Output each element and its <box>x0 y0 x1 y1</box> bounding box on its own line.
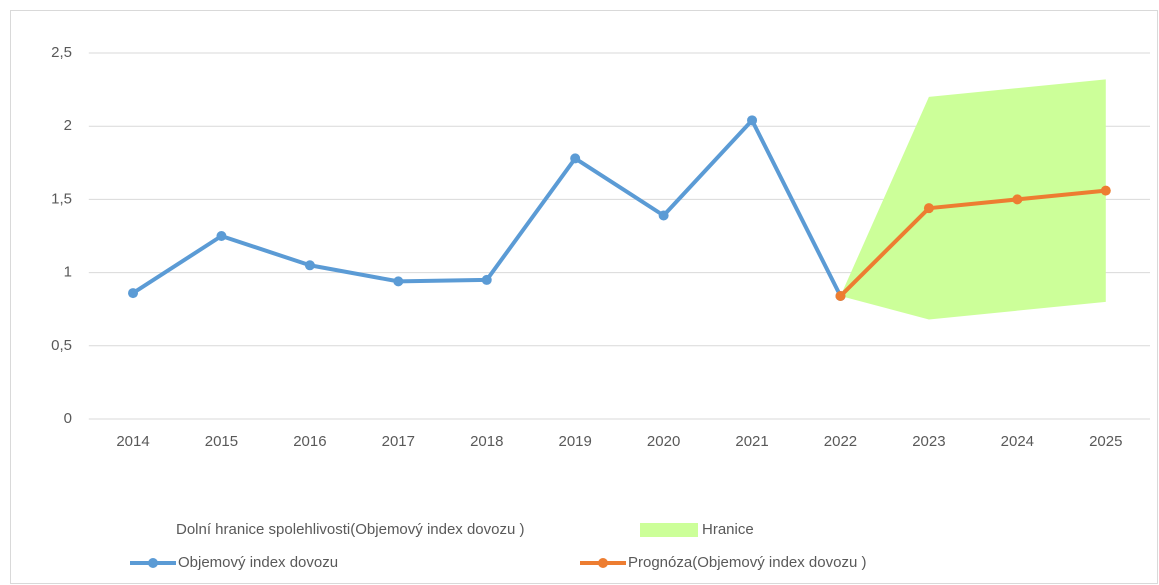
x-tick-label: 2022 <box>824 433 857 450</box>
series-marker <box>835 291 846 302</box>
series-marker <box>747 115 758 126</box>
x-tick-label: 2017 <box>382 433 415 450</box>
series-marker <box>658 210 669 221</box>
legend-label: Objemový index dovozu <box>178 554 338 571</box>
x-tick-label: 2015 <box>205 433 238 450</box>
x-tick-label: 2024 <box>1001 433 1034 450</box>
series-marker <box>393 276 404 287</box>
y-tick-label: 2 <box>64 117 72 134</box>
legend-marker <box>598 558 608 568</box>
legend-swatch <box>640 523 698 537</box>
band-area <box>840 79 1106 320</box>
y-tick-label: 0,5 <box>51 337 72 354</box>
x-tick-label: 2025 <box>1089 433 1122 450</box>
legend-marker <box>148 558 158 568</box>
series-marker <box>1012 194 1023 205</box>
x-tick-label: 2023 <box>912 433 945 450</box>
x-tick-label: 2016 <box>293 433 326 450</box>
series-marker <box>304 260 315 271</box>
series-marker <box>923 203 934 214</box>
x-tick-label: 2014 <box>116 433 149 450</box>
series-marker <box>216 231 227 241</box>
x-tick-label: 2021 <box>735 433 768 450</box>
legend-label: Dolní hranice spolehlivosti(Objemový ind… <box>176 521 525 538</box>
y-tick-label: 0 <box>64 410 72 427</box>
x-tick-label: 2018 <box>470 433 503 450</box>
series-line <box>839 188 1106 298</box>
y-tick-label: 1 <box>64 264 72 281</box>
series-marker <box>481 274 492 285</box>
series-marker <box>1100 185 1111 196</box>
y-tick-label: 2,5 <box>51 44 72 61</box>
series-marker <box>570 153 581 164</box>
legend-label: Hranice <box>702 521 754 538</box>
x-tick-label: 2019 <box>558 433 591 450</box>
legend-label: Prognóza(Objemový index dovozu ) <box>628 554 866 571</box>
x-tick-label: 2020 <box>647 433 680 450</box>
series-marker <box>128 288 139 299</box>
y-tick-label: 1,5 <box>51 190 72 207</box>
